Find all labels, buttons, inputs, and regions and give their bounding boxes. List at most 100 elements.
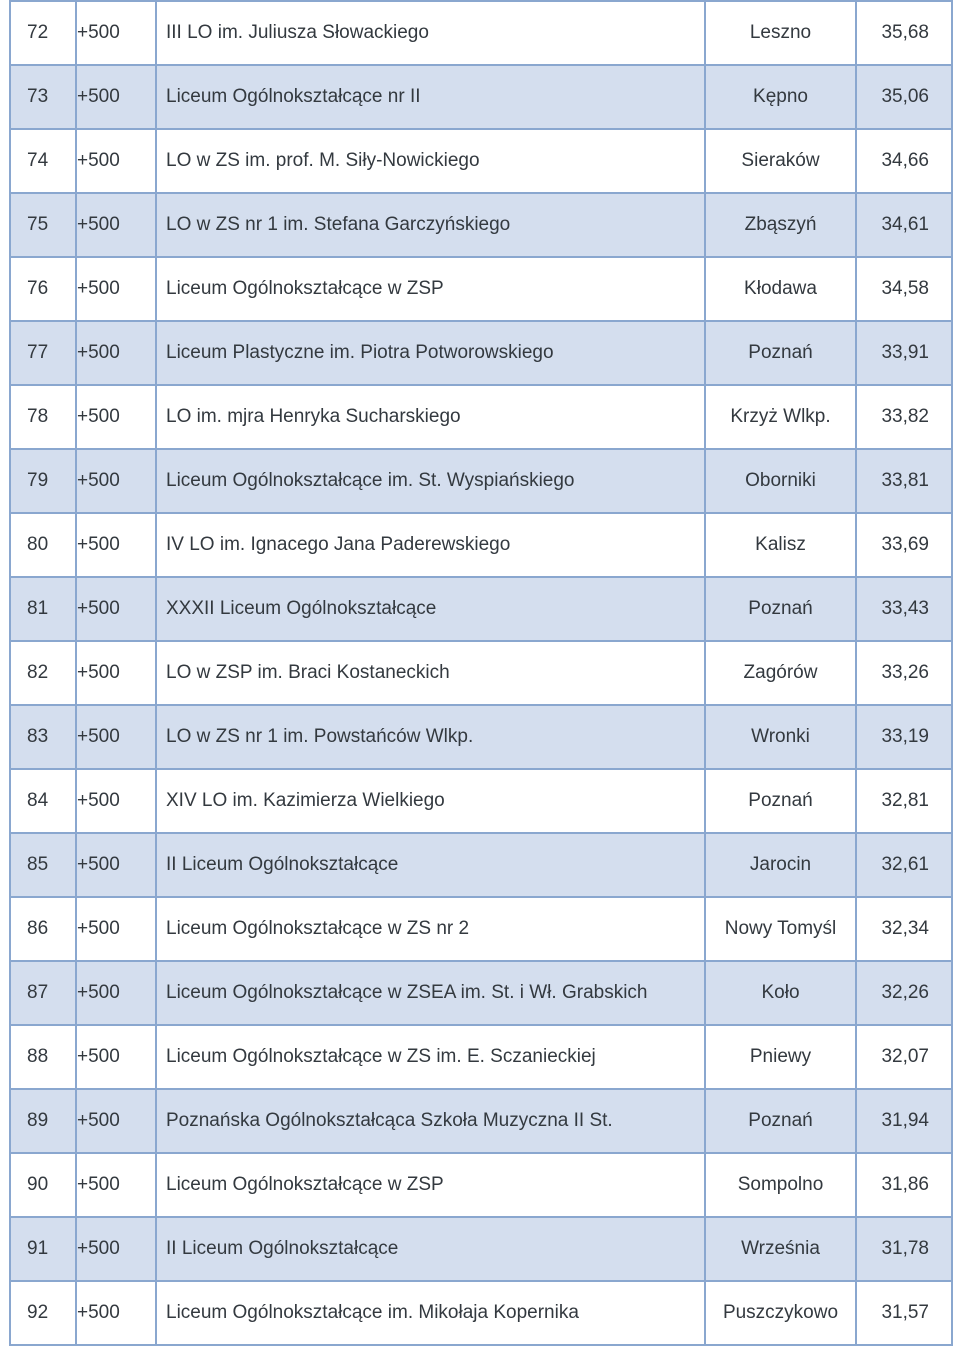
- score-cell: 34,61: [855, 193, 953, 258]
- table-row: 87 +500 Liceum Ogólnokształcące w ZSEA im.…: [9, 961, 953, 1026]
- school-name-cell: III LO im. Juliusza Słowackiego: [155, 0, 706, 66]
- city-cell: Oborniki: [704, 449, 857, 514]
- school-name-cell: II Liceum Ogólnokształcące: [155, 1217, 706, 1282]
- school-name-cell: LO w ZS im. prof. M. Siły-Nowickiego: [155, 129, 706, 194]
- change-cell: +500: [76, 577, 157, 642]
- change-cell: +500: [76, 1217, 157, 1282]
- score-cell: 33,69: [855, 513, 953, 578]
- change-cell: +500: [76, 1089, 157, 1154]
- city-cell: Września: [704, 1217, 857, 1282]
- change-cell: +500: [76, 0, 157, 66]
- city-cell: Nowy Tomyśl: [704, 897, 857, 962]
- school-name-cell: Liceum Ogólnokształcące w ZS nr 2: [155, 897, 706, 962]
- score-cell: 31,78: [855, 1217, 953, 1282]
- school-name-cell: XIV LO im. Kazimierza Wielkiego: [155, 769, 706, 834]
- table-row: 89 +500 Poznańska Ogólnokształcąca Szkoła …: [9, 1089, 953, 1154]
- rank-cell: 84: [9, 769, 77, 834]
- change-cell: +500: [76, 1281, 157, 1346]
- change-cell: +500: [76, 1025, 157, 1090]
- score-cell: 32,07: [855, 1025, 953, 1090]
- rank-cell: 74: [9, 129, 77, 194]
- city-cell: Puszczykowo: [704, 1281, 857, 1346]
- rank-cell: 87: [9, 961, 77, 1026]
- table-row: 88 +500 Liceum Ogólnokształcące w ZS im. E…: [9, 1025, 953, 1090]
- table-row: 74 +500 LO w ZS im. prof. M. Siły-Nowickie…: [9, 129, 953, 194]
- change-cell: +500: [76, 769, 157, 834]
- rank-cell: 75: [9, 193, 77, 258]
- score-cell: 31,57: [855, 1281, 953, 1346]
- city-cell: Jarocin: [704, 833, 857, 898]
- score-cell: 32,61: [855, 833, 953, 898]
- rank-cell: 92: [9, 1281, 77, 1346]
- city-cell: Sieraków: [704, 129, 857, 194]
- score-cell: 34,58: [855, 257, 953, 322]
- table-row: 78 +500 LO im. mjra Henryka Sucharskiego Kr…: [9, 385, 953, 450]
- school-name-cell: IV LO im. Ignacego Jana Paderewskiego: [155, 513, 706, 578]
- table-row: 90 +500 Liceum Ogólnokształcące w ZSP Sompo…: [9, 1153, 953, 1218]
- rank-cell: 83: [9, 705, 77, 770]
- change-cell: +500: [76, 513, 157, 578]
- change-cell: +500: [76, 385, 157, 450]
- city-cell: Zagórów: [704, 641, 857, 706]
- ranking-table-container: 72 +500 III LO im. Juliusza Słowackiego Les…: [9, 0, 953, 1346]
- score-cell: 31,86: [855, 1153, 953, 1218]
- rank-cell: 76: [9, 257, 77, 322]
- change-cell: +500: [76, 705, 157, 770]
- rank-cell: 73: [9, 65, 77, 130]
- change-cell: +500: [76, 321, 157, 386]
- score-cell: 33,82: [855, 385, 953, 450]
- change-cell: +500: [76, 833, 157, 898]
- rank-cell: 85: [9, 833, 77, 898]
- table-row: 73 +500 Liceum Ogólnokształcące nr II Kępno…: [9, 65, 953, 130]
- city-cell: Poznań: [704, 577, 857, 642]
- rank-cell: 91: [9, 1217, 77, 1282]
- school-name-cell: Poznańska Ogólnokształcąca Szkoła Muzycz…: [155, 1089, 706, 1154]
- change-cell: +500: [76, 129, 157, 194]
- table-row: 84 +500 XIV LO im. Kazimierza Wielkiego Poz…: [9, 769, 953, 834]
- score-cell: 34,66: [855, 129, 953, 194]
- score-cell: 35,06: [855, 65, 953, 130]
- rank-cell: 82: [9, 641, 77, 706]
- city-cell: Poznań: [704, 769, 857, 834]
- change-cell: +500: [76, 257, 157, 322]
- table-row: 79 +500 Liceum Ogólnokształcące im. St. Wy…: [9, 449, 953, 514]
- table-row: 80 +500 IV LO im. Ignacego Jana Paderewski…: [9, 513, 953, 578]
- rank-cell: 89: [9, 1089, 77, 1154]
- rank-cell: 86: [9, 897, 77, 962]
- city-cell: Zbąszyń: [704, 193, 857, 258]
- school-name-cell: Liceum Ogólnokształcące w ZSP: [155, 1153, 706, 1218]
- rank-cell: 77: [9, 321, 77, 386]
- city-cell: Leszno: [704, 0, 857, 66]
- city-cell: Poznań: [704, 1089, 857, 1154]
- ranking-table-body: 72 +500 III LO im. Juliusza Słowackiego Les…: [9, 0, 953, 1346]
- table-row: 83 +500 LO w ZS nr 1 im. Powstańców Wlkp. W…: [9, 705, 953, 770]
- rank-cell: 72: [9, 0, 77, 66]
- score-cell: 32,26: [855, 961, 953, 1026]
- rank-cell: 81: [9, 577, 77, 642]
- score-cell: 31,94: [855, 1089, 953, 1154]
- table-row: 92 +500 Liceum Ogólnokształcące im. Mikoła…: [9, 1281, 953, 1346]
- score-cell: 33,43: [855, 577, 953, 642]
- ranking-table: 72 +500 III LO im. Juliusza Słowackiego Les…: [9, 0, 953, 1346]
- city-cell: Kalisz: [704, 513, 857, 578]
- school-name-cell: Liceum Ogólnokształcące nr II: [155, 65, 706, 130]
- rank-cell: 78: [9, 385, 77, 450]
- school-name-cell: LO w ZS nr 1 im. Stefana Garczyńskiego: [155, 193, 706, 258]
- school-name-cell: LO w ZSP im. Braci Kostaneckich: [155, 641, 706, 706]
- school-name-cell: Liceum Plastyczne im. Piotra Potworowski…: [155, 321, 706, 386]
- school-name-cell: II Liceum Ogólnokształcące: [155, 833, 706, 898]
- rank-cell: 80: [9, 513, 77, 578]
- score-cell: 33,91: [855, 321, 953, 386]
- rank-cell: 90: [9, 1153, 77, 1218]
- change-cell: +500: [76, 449, 157, 514]
- city-cell: Kępno: [704, 65, 857, 130]
- table-row: 75 +500 LO w ZS nr 1 im. Stefana Garczyńsk…: [9, 193, 953, 258]
- city-cell: Krzyż Wlkp.: [704, 385, 857, 450]
- table-row: 81 +500 XXXII Liceum Ogólnokształcące Pozna…: [9, 577, 953, 642]
- change-cell: +500: [76, 897, 157, 962]
- score-cell: 32,81: [855, 769, 953, 834]
- city-cell: Poznań: [704, 321, 857, 386]
- table-row: 85 +500 II Liceum Ogólnokształcące Jarocin 3…: [9, 833, 953, 898]
- city-cell: Koło: [704, 961, 857, 1026]
- city-cell: Kłodawa: [704, 257, 857, 322]
